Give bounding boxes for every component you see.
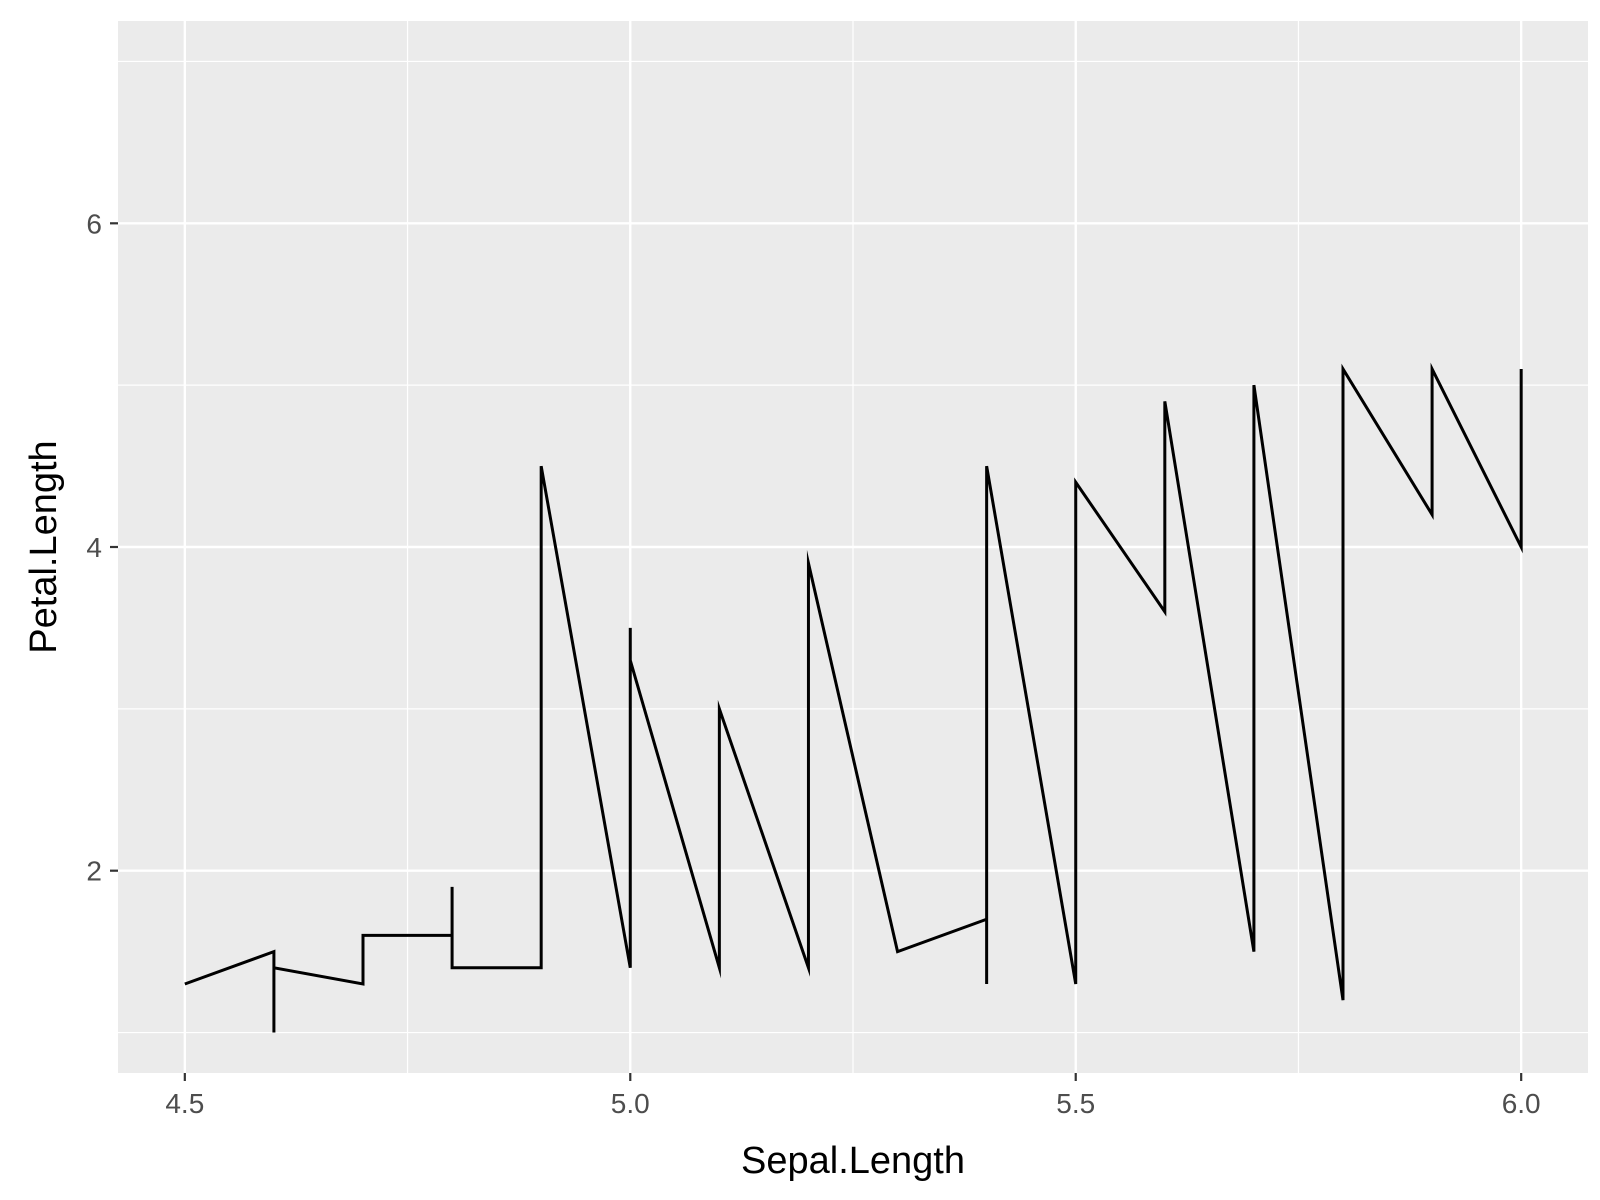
x-tick-label: 4.5 [165, 1088, 204, 1119]
y-tick-label: 6 [86, 208, 102, 239]
x-tick-label: 6.0 [1502, 1088, 1541, 1119]
series-layer [184, 362, 1523, 1033]
y-tick-label: 4 [86, 532, 102, 563]
y-axis: 2 4 6 [86, 208, 118, 887]
x-axis-title: Sepal.Length [741, 1140, 965, 1182]
x-tick-label: 5.5 [1056, 1088, 1095, 1119]
x-axis: 4.5 5.0 5.5 6.0 [165, 1073, 1541, 1119]
y-tick-label: 2 [86, 856, 102, 887]
x-tick-label: 5.0 [611, 1088, 650, 1119]
series-line [184, 362, 1523, 1033]
y-axis-title: Petal.Length [23, 440, 65, 653]
